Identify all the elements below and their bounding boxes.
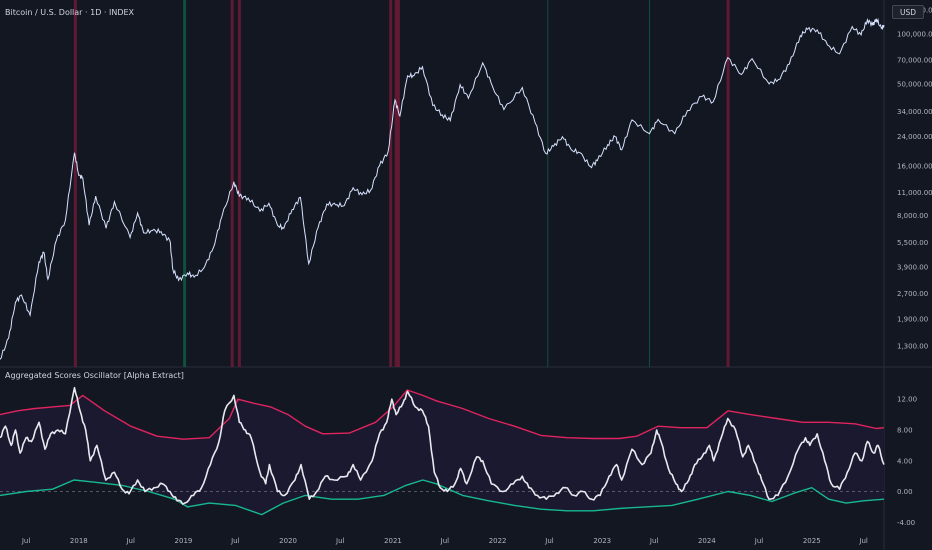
- time-axis-tick: 2023: [593, 537, 611, 545]
- time-axis-tick: Jul: [125, 537, 135, 545]
- signal-marker-green: [183, 0, 187, 367]
- time-axis-tick: Jul: [230, 537, 240, 545]
- oscillator-band-fill: [0, 390, 884, 515]
- price-axis-tick: 50,000.00: [897, 80, 932, 88]
- price-axis-tick: 1,900.00: [897, 315, 928, 323]
- price-axis-tick: 1,300.00: [897, 343, 928, 351]
- signal-marker-red: [396, 0, 400, 367]
- oscillator-line: [0, 386, 885, 505]
- time-axis-tick: Jul: [335, 537, 345, 545]
- time-axis-tick: 2020: [279, 537, 297, 545]
- price-axis-tick: 100,000.00: [897, 31, 932, 39]
- oscillator-axis-tick: 4.00: [897, 457, 913, 465]
- signal-marker-red: [726, 0, 730, 367]
- time-axis-tick: Jul: [21, 537, 31, 545]
- price-axis-tick: 11,000.00: [897, 189, 932, 197]
- time-axis-tick: Jul: [544, 537, 554, 545]
- time-axis-tick: 2024: [698, 537, 716, 545]
- price-axis-tick: 16,000.00: [897, 162, 932, 170]
- price-axis-tick: 2,700.00: [897, 290, 928, 298]
- oscillator-axis-tick: 8.00: [897, 427, 913, 435]
- signal-marker-red: [237, 0, 241, 367]
- time-axis-tick: 2022: [489, 537, 507, 545]
- main-chart-title: Bitcoin / U.S. Dollar · 1D · INDEX: [5, 8, 135, 17]
- price-axis-tick: 70,000.00: [897, 56, 932, 64]
- time-axis-tick: 2019: [175, 537, 193, 545]
- currency-button[interactable]: USD: [892, 5, 924, 19]
- price-axis-tick: 8,000.00: [897, 212, 928, 220]
- price-axis-tick: 24,000.00: [897, 133, 932, 141]
- signal-marker-green: [649, 0, 651, 367]
- btc-price-line: [0, 17, 885, 360]
- signal-marker-red: [394, 0, 398, 367]
- time-axis-tick: 2021: [384, 537, 402, 545]
- signal-marker-red: [73, 0, 77, 367]
- time-axis-tick: Jul: [858, 537, 868, 545]
- time-axis-tick: Jul: [440, 537, 450, 545]
- oscillator-title: Aggregated Scores Oscillator [Alpha Extr…: [5, 371, 184, 380]
- upper-band-line: [0, 389, 885, 440]
- oscillator-axis-tick: 0.00: [897, 488, 913, 496]
- price-axis-tick: 5,500.00: [897, 239, 928, 247]
- signal-marker-red: [230, 0, 234, 367]
- lower-band-line: [0, 479, 885, 516]
- oscillator-axis-tick: -4.00: [897, 519, 915, 527]
- time-axis-tick: Jul: [649, 537, 659, 545]
- signal-marker-green: [547, 0, 549, 367]
- time-axis-tick: Jul: [754, 537, 764, 545]
- price-axis-tick: 34,000.00: [897, 108, 932, 116]
- time-axis-tick: 2025: [803, 537, 821, 545]
- signal-marker-red: [389, 0, 393, 367]
- oscillator-axis-tick: 12.00: [897, 396, 917, 404]
- time-axis-tick: 2018: [70, 537, 88, 545]
- price-axis-tick: 3,900.00: [897, 264, 928, 272]
